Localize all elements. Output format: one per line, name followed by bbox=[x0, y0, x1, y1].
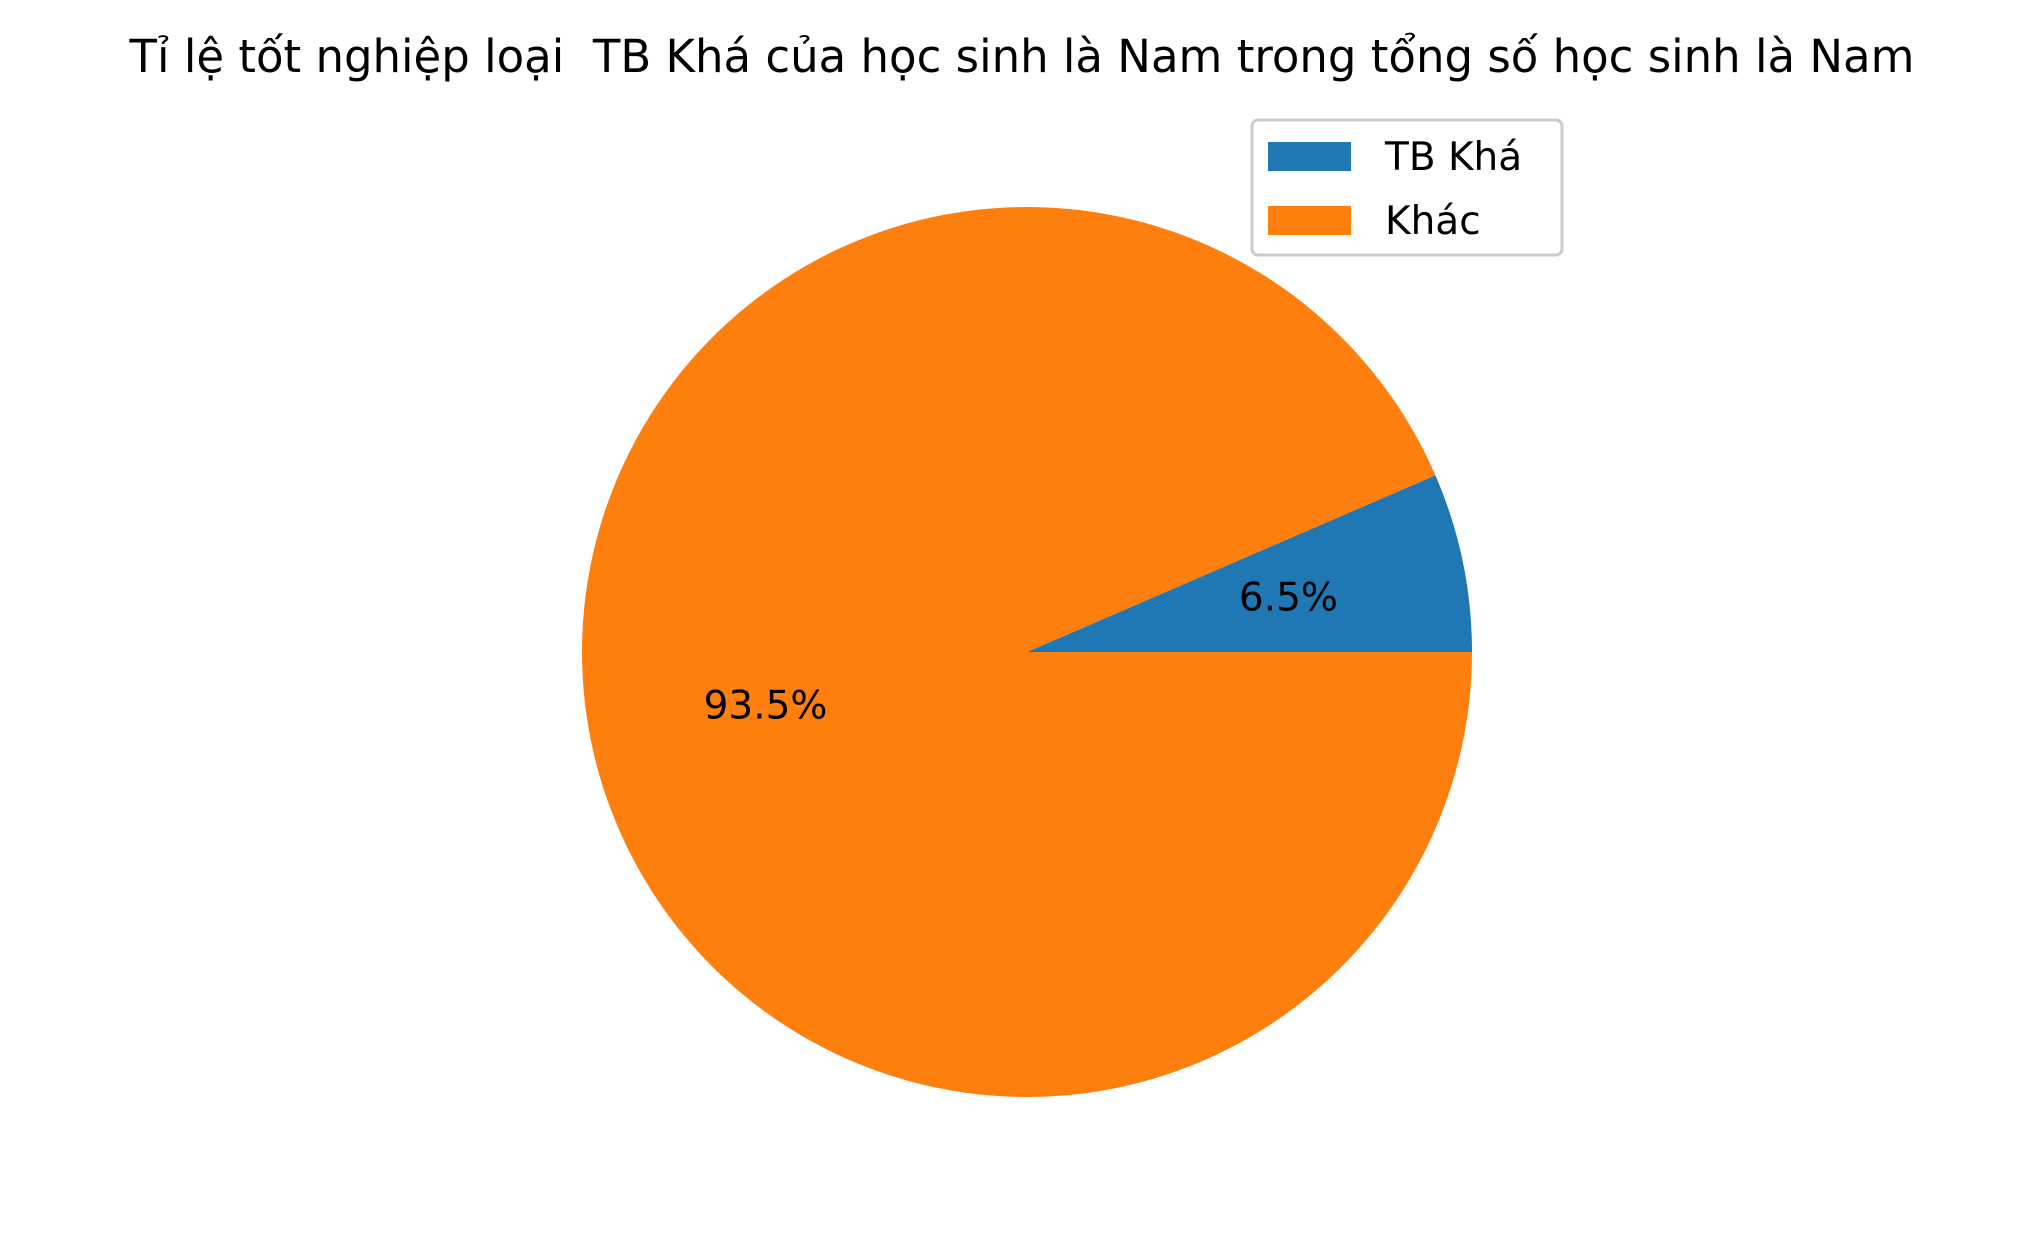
pie-slice-0 bbox=[1027, 475, 1472, 652]
pie-percent-label-1: 93.5% bbox=[704, 684, 828, 729]
legend-label-1: Khác bbox=[1385, 199, 1481, 244]
legend-swatch-0 bbox=[1268, 142, 1351, 171]
legend-label-0: TB Khá bbox=[1384, 135, 1522, 180]
pie-percent-labels: 6.5% 93.5% bbox=[704, 575, 1338, 728]
pie-percent-label-0: 6.5% bbox=[1239, 575, 1338, 620]
chart-title: Tỉ lệ tốt nghiệp loại TB Khá của học sin… bbox=[129, 30, 1915, 83]
pie-slice-1 bbox=[582, 206, 1472, 1098]
legend-entries: TB Khá Khác bbox=[1268, 135, 1522, 244]
legend: TB Khá Khác bbox=[1250, 118, 1564, 257]
legend-swatch-1 bbox=[1268, 206, 1351, 235]
pie-slices bbox=[582, 206, 1472, 1098]
